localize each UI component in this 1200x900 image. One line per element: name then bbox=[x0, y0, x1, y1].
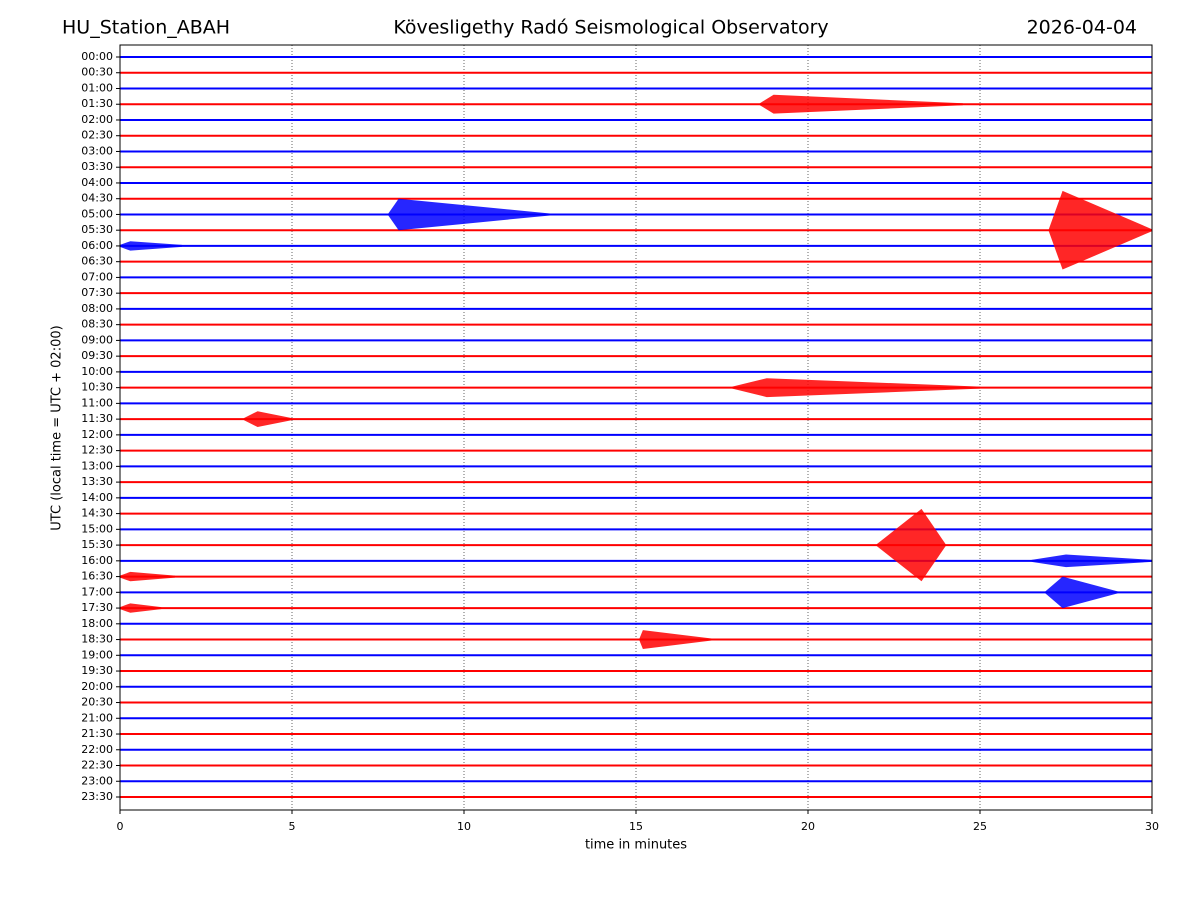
y-axis-label: UTC (local time = UTC + 02:00) bbox=[50, 325, 65, 530]
y-tick-label: 20:30 bbox=[81, 696, 113, 709]
y-tick-label: 11:00 bbox=[81, 396, 113, 409]
y-tick-label: 01:30 bbox=[81, 97, 113, 110]
y-tick-label: 05:00 bbox=[81, 207, 113, 220]
y-tick-label: 17:00 bbox=[81, 585, 113, 598]
y-tick-label: 07:00 bbox=[81, 270, 113, 283]
y-tick-label: 05:30 bbox=[81, 223, 113, 236]
y-tick-label: 23:30 bbox=[81, 790, 113, 803]
x-tick-label: 10 bbox=[457, 820, 471, 833]
y-tick-label: 22:30 bbox=[81, 759, 113, 772]
y-tick-label: 10:30 bbox=[81, 381, 113, 394]
plot-frame bbox=[119, 44, 1153, 811]
seismic-event bbox=[243, 411, 292, 427]
seismic-event bbox=[1045, 576, 1118, 609]
x-axis-label: time in minutes bbox=[585, 838, 687, 853]
y-tick-label: 04:00 bbox=[81, 176, 113, 189]
y-tick-label: 06:30 bbox=[81, 255, 113, 268]
y-tick-label: 09:00 bbox=[81, 333, 113, 346]
seismic-event bbox=[388, 198, 550, 231]
y-tick-label: 15:00 bbox=[81, 522, 113, 535]
y-tick-label: 08:00 bbox=[81, 302, 113, 315]
x-tick-label: 30 bbox=[1145, 820, 1159, 833]
seismic-event bbox=[1031, 554, 1152, 568]
y-tick-label: 15:30 bbox=[81, 538, 113, 551]
chart-title: Kövesligethy Radó Seismological Observat… bbox=[393, 17, 828, 39]
y-tick-label: 00:00 bbox=[81, 50, 113, 63]
y-tick-label: 22:00 bbox=[81, 743, 113, 756]
seismic-event bbox=[639, 630, 712, 649]
y-tick-label: 13:30 bbox=[81, 475, 113, 488]
y-tick-label: 07:30 bbox=[81, 286, 113, 299]
y-tick-label: 21:30 bbox=[81, 727, 113, 740]
y-tick-label: 18:30 bbox=[81, 633, 113, 646]
y-tick-label: 23:00 bbox=[81, 774, 113, 787]
x-tick-label: 0 bbox=[117, 820, 124, 833]
seismic-event bbox=[759, 94, 963, 114]
y-tick-label: 13:00 bbox=[81, 459, 113, 472]
seismic-event bbox=[120, 241, 182, 251]
y-tick-label: 21:00 bbox=[81, 711, 113, 724]
seismic-event bbox=[120, 603, 162, 613]
y-tick-label: 16:30 bbox=[81, 570, 113, 583]
seismic-event bbox=[1048, 190, 1152, 270]
station-name: HU_Station_ABAH bbox=[62, 17, 230, 39]
y-tick-label: 02:30 bbox=[81, 129, 113, 142]
y-tick-label: 03:30 bbox=[81, 160, 113, 173]
y-tick-label: 14:30 bbox=[81, 507, 113, 520]
y-tick-label: 12:30 bbox=[81, 444, 113, 457]
x-tick-label: 15 bbox=[629, 820, 643, 833]
chart-date: 2026-04-04 bbox=[1027, 17, 1137, 39]
y-tick-label: 19:00 bbox=[81, 648, 113, 661]
y-tick-label: 19:30 bbox=[81, 664, 113, 677]
x-tick-label: 25 bbox=[973, 820, 987, 833]
seismic-event bbox=[120, 571, 176, 582]
y-tick-label: 20:00 bbox=[81, 680, 113, 693]
y-tick-label: 09:30 bbox=[81, 349, 113, 362]
x-tick-label: 5 bbox=[289, 820, 296, 833]
y-tick-label: 14:00 bbox=[81, 491, 113, 504]
y-tick-label: 12:00 bbox=[81, 428, 113, 441]
y-tick-label: 02:00 bbox=[81, 113, 113, 126]
x-tick-label: 20 bbox=[801, 820, 815, 833]
y-tick-label: 10:00 bbox=[81, 365, 113, 378]
seismic-event bbox=[732, 378, 980, 398]
y-tick-label: 00:30 bbox=[81, 66, 113, 79]
y-tick-label: 08:30 bbox=[81, 318, 113, 331]
y-tick-label: 03:00 bbox=[81, 144, 113, 157]
y-tick-label: 04:30 bbox=[81, 192, 113, 205]
y-tick-label: 11:30 bbox=[81, 412, 113, 425]
y-tick-label: 17:30 bbox=[81, 601, 113, 614]
y-tick-label: 16:00 bbox=[81, 554, 113, 567]
seismic-event bbox=[876, 508, 946, 582]
y-tick-label: 01:00 bbox=[81, 81, 113, 94]
y-tick-label: 06:00 bbox=[81, 239, 113, 252]
y-tick-label: 18:00 bbox=[81, 617, 113, 630]
